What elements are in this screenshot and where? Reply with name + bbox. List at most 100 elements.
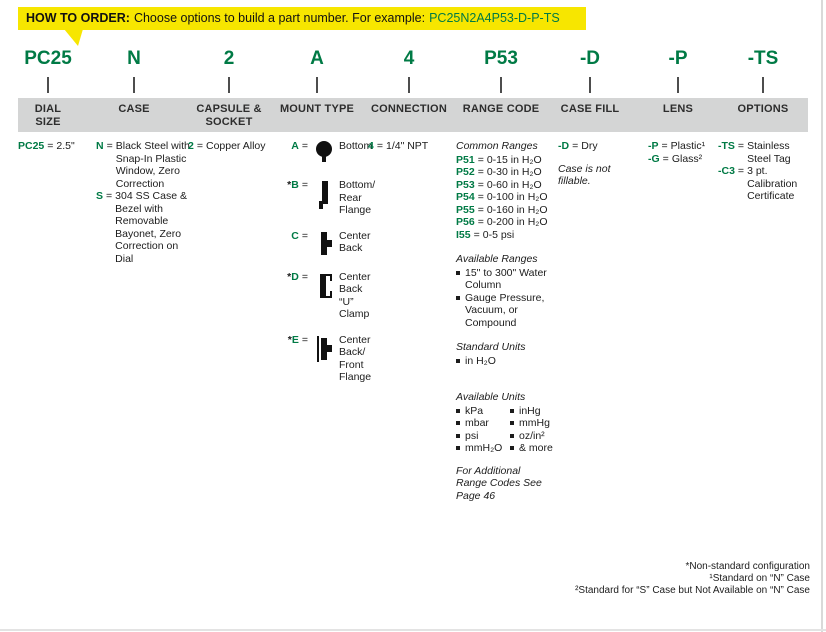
additional-ranges-note: For Additional Range Codes See Page 46 xyxy=(456,464,542,502)
unit-item: mmHg xyxy=(510,417,564,430)
connector-line xyxy=(589,77,591,93)
connection-desc: 1/4" NPT xyxy=(385,140,429,152)
connector-line xyxy=(133,77,135,93)
equals-sign: = xyxy=(737,140,745,152)
connector-line xyxy=(316,77,318,93)
equals-sign: = xyxy=(477,178,484,191)
mount-code: A xyxy=(291,140,299,152)
case-desc: 304 SS Case & Bezel with Removable Bayon… xyxy=(115,190,187,265)
equals-sign: = xyxy=(477,203,484,216)
header-capsule: CAPSULE & SOCKET xyxy=(196,103,262,128)
range-code: P55 xyxy=(456,203,475,216)
header-connection: CONNECTION xyxy=(371,103,447,115)
common-ranges-title: Common Ranges xyxy=(456,140,538,152)
center-back-front-flange-mount-icon xyxy=(317,335,332,362)
option-entry: -C3 = 3 pt. Calibration Certificate xyxy=(718,165,810,203)
header-lens: LENS xyxy=(662,103,694,115)
mount-desc: Bottom/ Rear Flange xyxy=(339,179,376,216)
lens-column: -P = Plastic¹ -G = Glass² xyxy=(648,140,728,165)
lens-desc: Plastic¹ xyxy=(670,140,706,152)
case-column: N = Black Steel with Snap-In Plastic Win… xyxy=(96,140,190,265)
mount-code: E xyxy=(291,333,299,346)
equals-sign: = xyxy=(47,140,54,152)
case-fill-entry: -D = Dry xyxy=(558,140,636,153)
capsule-code: 2 xyxy=(188,140,194,152)
equals-sign: = xyxy=(477,166,484,178)
dial-size-column: PC25 = 2.5" xyxy=(18,140,98,153)
capsule-socket-column: 2 = Copper Alloy xyxy=(188,140,280,153)
bottom-rear-flange-mount-icon xyxy=(319,181,328,209)
mount-code: B xyxy=(291,179,299,191)
range-code: P54 xyxy=(456,191,475,203)
code-case: N xyxy=(127,48,141,69)
mount-desc: Center Back/ Front Flange xyxy=(339,333,372,384)
mount-entry-bottom-rear-flange: *B = Bottom/ Rear Flange xyxy=(278,179,375,217)
footnote-standard-n-case: ¹Standard on “N” Case xyxy=(709,573,810,584)
equals-sign: = xyxy=(301,229,308,242)
range-code: P53 xyxy=(456,178,475,191)
lens-code: -G xyxy=(648,152,660,165)
range-code: I55 xyxy=(456,228,471,241)
available-units-grid: kPa mbar psi mmH₂O inHg mmHg oz/in² & mo… xyxy=(456,405,564,455)
range-item: P53 = 0-60 in H₂O xyxy=(456,179,564,192)
nonstandard-marker: * xyxy=(287,179,292,191)
range-desc: 0-15 in H₂O xyxy=(486,153,542,166)
equals-sign: = xyxy=(477,216,484,228)
equals-sign: = xyxy=(301,179,308,191)
header-mount-type: MOUNT TYPE xyxy=(279,103,355,115)
center-back-mount-icon xyxy=(321,231,332,255)
range-desc: 0-200 in H₂O xyxy=(486,216,548,228)
range-item: P54 = 0-100 in H₂O xyxy=(456,191,564,204)
unit-item: & more xyxy=(510,442,564,455)
case-fill-column: -D = Dry Case is not fillable. xyxy=(558,140,636,188)
equals-sign: = xyxy=(301,140,308,152)
equals-sign: = xyxy=(662,152,669,165)
header-dial-size: DIAL SIZE xyxy=(34,103,62,128)
mount-entry-center-back-front-flange: *E = Center Back/ Front Flange xyxy=(278,333,372,384)
header-range-code: RANGE CODE xyxy=(462,103,540,115)
range-desc: 0-60 in H₂O xyxy=(486,178,542,191)
lens-desc: Glass² xyxy=(671,152,703,165)
range-code: P52 xyxy=(456,166,475,178)
option-desc: Stainless Steel Tag xyxy=(747,140,791,165)
banner-text: Choose options to build a part number. F… xyxy=(133,11,426,25)
equals-sign: = xyxy=(301,333,308,346)
case-fill-desc: Dry xyxy=(581,140,598,152)
page-right-edge xyxy=(821,0,823,632)
footnote-standard-s-case: ²Standard for “S” Case but Not Available… xyxy=(575,585,810,596)
capsule-entry: 2 = Copper Alloy xyxy=(188,140,280,153)
code-connection: 4 xyxy=(403,48,415,69)
options-column: -TS = Stainless Steel Tag -C3 = 3 pt. Ca… xyxy=(718,140,810,203)
case-entry: N = Black Steel with Snap-In Plastic Win… xyxy=(96,140,190,190)
connector-line xyxy=(228,77,230,93)
case-code: S xyxy=(96,190,104,202)
mount-entry-center-back-u-clamp: *D = Center Back “U” Clamp xyxy=(278,271,370,321)
range-code-column: Common Ranges P51 = 0-15 in H₂O P52 = 0-30 i… xyxy=(456,140,564,502)
mount-desc: Center Back “U” Clamp xyxy=(339,270,371,321)
footnotes: *Non-standard configuration ¹Standard on… xyxy=(575,561,810,597)
equals-sign: = xyxy=(661,140,668,152)
range-item: P56 = 0-200 in H₂O xyxy=(456,216,564,229)
equals-sign: = xyxy=(376,140,383,152)
mount-desc: Bottom xyxy=(339,140,373,152)
connector-line xyxy=(47,77,49,93)
range-item: P51 = 0-15 in H₂O xyxy=(456,154,564,167)
range-desc: 0-100 in H₂O xyxy=(486,191,548,203)
code-range: P53 xyxy=(484,48,518,69)
case-desc: Black Steel with Snap-In Plastic Window,… xyxy=(115,140,190,190)
equals-sign: = xyxy=(473,228,480,241)
code-options: -TS xyxy=(747,48,779,69)
footnote-nonstandard: *Non-standard configuration xyxy=(685,561,810,572)
equals-sign: = xyxy=(477,191,484,203)
mount-code: D xyxy=(291,270,299,283)
mount-code: C xyxy=(291,229,299,242)
lens-code: -P xyxy=(648,140,659,152)
range-item: P55 = 0-160 in H₂O xyxy=(456,204,564,217)
connector-line xyxy=(677,77,679,93)
equals-sign: = xyxy=(106,190,113,202)
unit-item: oz/in² xyxy=(510,430,564,443)
option-code: -C3 xyxy=(718,165,735,177)
range-code: P56 xyxy=(456,216,475,228)
connector-line xyxy=(408,77,410,93)
